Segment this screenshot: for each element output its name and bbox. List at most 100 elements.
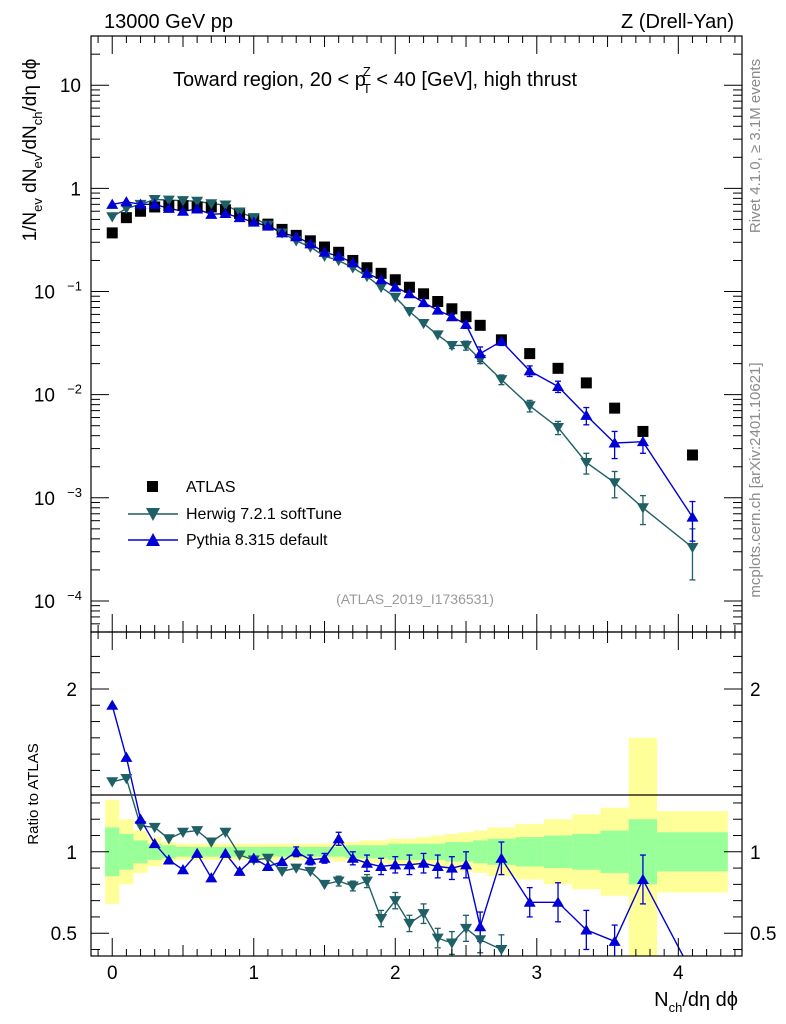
ratio-ytick-label-left: 1	[66, 843, 77, 864]
title-sup: Z	[363, 64, 371, 79]
main-point-herwig	[552, 423, 565, 434]
ratio-point-pythia	[205, 872, 218, 883]
main-point-herwig	[460, 340, 473, 352]
plot-title: Toward region, 20 < pZ T < 40 [GeV], high…	[173, 64, 577, 96]
ratio-ytick-label-left: 2	[66, 680, 77, 701]
main-point-atlas	[446, 303, 458, 315]
ratio-ytick-label-right: 0.5	[750, 924, 776, 945]
ratio-point-pythia	[148, 837, 161, 849]
ratio-point-herwig	[233, 850, 246, 861]
ratio-band-green	[543, 835, 573, 869]
main-ytick-label: 10	[34, 592, 55, 613]
ratio-point-pythia	[417, 857, 430, 868]
main-point-pythia	[290, 230, 303, 242]
legend: ATLAS Herwig 7.2.1 softTune Pythia 8.315…	[128, 479, 342, 549]
main-point-herwig	[162, 195, 175, 206]
main-ytick-exponent: −3	[67, 485, 82, 500]
main-point-atlas	[418, 288, 430, 300]
main-point-herwig	[219, 200, 232, 211]
ratio-band-green	[359, 845, 375, 859]
ylabel-sub: ch	[30, 111, 45, 125]
main-point-pythia	[106, 198, 119, 209]
main-point-atlas	[686, 449, 698, 461]
main-point-pythia	[219, 207, 232, 219]
ratio-point-herwig	[332, 876, 345, 887]
main-point-pythia	[389, 281, 402, 292]
main-ytick-label: 1	[70, 179, 81, 200]
process-label: Z (Drell-Yan)	[621, 11, 734, 33]
ratio-point-pythia	[290, 846, 303, 857]
ylabel-sub: ev	[30, 198, 45, 212]
mcplots-label: mcplots.cern.ch [arXiv:2401.10621]	[747, 362, 764, 597]
ratio-point-pythia	[686, 968, 698, 978]
main-point-pythia	[318, 246, 331, 257]
xlabel: Nch/dη dϕ	[654, 989, 738, 1015]
ratio-point-herwig	[290, 863, 303, 874]
ratio-band-green	[303, 846, 318, 857]
main-point-pythia	[332, 250, 345, 261]
main-point-atlas	[609, 402, 621, 414]
ratio-point-herwig	[261, 853, 274, 865]
main-point-atlas	[135, 205, 147, 217]
axis-ticks: 10 1 10 −1 10 −2 10 −3 10 −4 0 1 2 3 4 2 2 1 1 0.5 0.5	[34, 35, 776, 984]
main-point-pythia	[233, 211, 246, 223]
ratio-point-herwig	[389, 896, 402, 907]
main-point-pythia	[445, 310, 458, 322]
main-ytick-exponent: −2	[67, 382, 82, 397]
ratio-plot-lines	[111, 705, 684, 956]
main-point-pythia	[375, 274, 388, 285]
main-point-pythia	[247, 216, 260, 227]
ratio-point-herwig	[304, 866, 317, 878]
ratio-point-herwig	[474, 935, 487, 946]
main-point-atlas	[389, 274, 401, 286]
ratio-line-herwig	[112, 777, 502, 951]
main-point-pythia	[474, 347, 487, 359]
rivet-label: Rivet 4.1.0, ≥ 3.1M events	[747, 59, 764, 233]
main-point-pythia	[191, 203, 204, 214]
main-point-herwig	[686, 542, 699, 554]
ratio-point-herwig	[134, 821, 147, 832]
ratio-point-pythia	[134, 813, 147, 824]
ratio-point-herwig	[460, 923, 473, 935]
ratio-point-pythia	[176, 864, 189, 875]
ratio-point-herwig	[162, 834, 175, 845]
ratio-point-pythia	[233, 865, 246, 876]
main-point-herwig	[191, 196, 204, 207]
ratio-band-green	[119, 833, 134, 870]
ratio-point-herwig	[346, 881, 359, 892]
ratio-band-green	[105, 827, 120, 877]
main-point-atlas	[120, 212, 132, 224]
ratio-point-pythia	[474, 920, 487, 932]
main-ytick-exponent: −1	[67, 279, 82, 294]
xlabel-sub: ch	[669, 1000, 683, 1015]
ratio-band-green	[388, 843, 403, 860]
ratio-point-herwig	[120, 774, 133, 785]
main-point-herwig	[431, 330, 444, 341]
main-point-pythia	[431, 304, 444, 315]
main-point-atlas	[637, 425, 649, 437]
xtick-label: 1	[248, 963, 259, 984]
ratio-ytick-label-right: 2	[750, 680, 761, 701]
ratio-band-green	[260, 846, 275, 857]
main-point-pythia	[523, 365, 536, 376]
main-point-herwig	[403, 307, 416, 318]
main-point-pythia	[360, 267, 373, 278]
main-point-pythia	[686, 511, 699, 522]
main-ytick-label: 10	[60, 76, 81, 97]
ratio-point-herwig	[417, 909, 430, 920]
ratio-point-pythia	[460, 859, 473, 870]
main-ytick-label: 10	[34, 283, 55, 304]
ratio-band-green	[657, 832, 728, 872]
ratio-band-green	[374, 845, 389, 859]
title-sub: T	[363, 81, 371, 96]
ratio-point-pythia	[389, 859, 402, 870]
ratio-point-herwig	[106, 777, 119, 788]
ratio-point-pythia	[360, 857, 373, 868]
ratio-point-herwig	[318, 879, 331, 891]
main-ylabel: 1/Nev dNev/dNch/dη dϕ	[20, 59, 45, 242]
analysis-id: (ATLAS_2019_I1736531)	[336, 591, 494, 607]
ratio-point-herwig	[403, 918, 416, 930]
main-point-atlas	[552, 362, 564, 374]
main-point-pythia	[261, 220, 274, 231]
